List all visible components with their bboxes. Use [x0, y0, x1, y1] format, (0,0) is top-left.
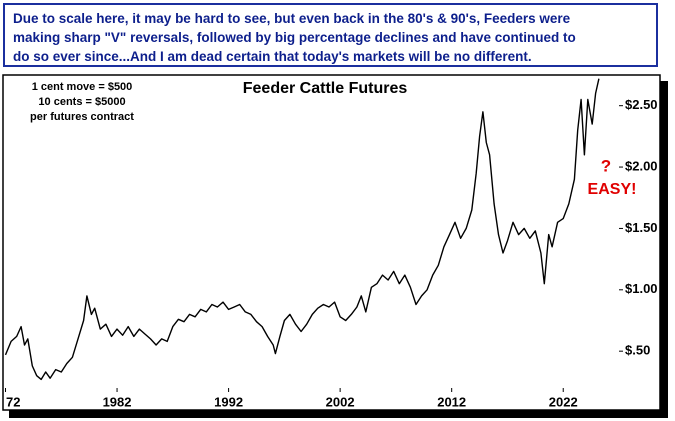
- annotation: per futures contract: [30, 111, 134, 123]
- x-tick-label: 2012: [437, 394, 466, 409]
- callout: EASY!: [588, 181, 637, 198]
- note-line: do so ever since...And I am dead certain…: [13, 49, 532, 64]
- note-line: Due to scale here, it may be hard to see…: [13, 11, 571, 26]
- x-tick-label: 1992: [214, 394, 243, 409]
- x-tick-label: 1982: [103, 394, 132, 409]
- x-tick-label: 2002: [326, 394, 355, 409]
- y-tick-label: $2.00: [625, 158, 658, 173]
- x-tick-label: 72: [6, 394, 20, 409]
- note-line: making sharp "V" reversals, followed by …: [13, 30, 576, 45]
- annotation: 10 cents = $5000: [38, 96, 125, 108]
- y-tick-label: $2.50: [625, 97, 658, 112]
- note-box: Due to scale here, it may be hard to see…: [3, 3, 658, 67]
- y-tick-label: $1.50: [625, 220, 658, 235]
- y-tick-label: $1.00: [625, 281, 658, 296]
- x-tick-label: 2022: [549, 394, 578, 409]
- annotation: 1 cent move = $500: [32, 81, 133, 93]
- question-mark: ?: [601, 156, 611, 175]
- chart-title: Feeder Cattle Futures: [243, 80, 408, 97]
- price-line: [4, 78, 600, 381]
- y-tick-label: $.50: [625, 343, 650, 358]
- chart-frame: [2, 74, 661, 411]
